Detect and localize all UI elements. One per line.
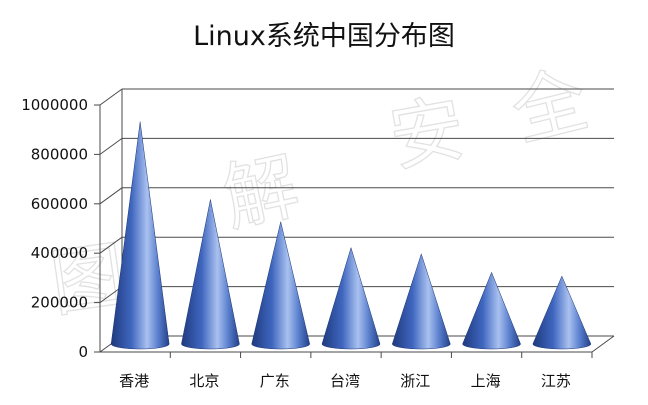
cone-bar bbox=[462, 271, 521, 350]
cone-bar bbox=[392, 253, 451, 350]
cone-body bbox=[392, 253, 451, 350]
x-tick-label: 上海 bbox=[471, 372, 501, 390]
chart-title: Linux系统中国分布图 bbox=[193, 21, 455, 52]
watermark-glyph: 全 bbox=[504, 56, 597, 157]
cone-body bbox=[181, 199, 240, 350]
x-tick-label: 浙江 bbox=[400, 372, 430, 390]
watermark-glyph: 安 bbox=[383, 85, 471, 183]
floor-right-edge bbox=[591, 335, 615, 353]
cone-bar bbox=[181, 199, 240, 350]
cone-bar bbox=[110, 121, 170, 350]
y-tick-label: 800000 bbox=[31, 145, 88, 163]
x-tick-label: 台湾 bbox=[330, 372, 360, 390]
x-tick-label: 广东 bbox=[260, 372, 290, 390]
cone-bar bbox=[321, 246, 381, 350]
y-tick-label: 400000 bbox=[31, 244, 88, 262]
cone-body bbox=[321, 246, 381, 350]
gridline-diag bbox=[99, 88, 123, 106]
watermark-glyph: 解 bbox=[216, 143, 306, 243]
cone-body bbox=[251, 221, 310, 350]
y-tick-label: 0 bbox=[78, 343, 88, 361]
x-tick-label: 江苏 bbox=[541, 372, 571, 390]
y-tick-label: 200000 bbox=[31, 294, 88, 312]
y-tick-label: 1000000 bbox=[21, 96, 88, 114]
cone-body bbox=[532, 275, 592, 350]
cone-bar bbox=[251, 221, 310, 350]
x-tick-label: 北京 bbox=[189, 372, 219, 390]
cone-body bbox=[110, 121, 170, 350]
gridline-diag bbox=[99, 187, 123, 205]
gridline-diag bbox=[99, 236, 123, 254]
y-tick-label: 600000 bbox=[31, 195, 88, 213]
cone-body bbox=[462, 271, 521, 350]
x-tick-label: 香港 bbox=[119, 372, 149, 390]
cone-bar bbox=[532, 275, 592, 350]
gridline-diag bbox=[99, 137, 123, 155]
